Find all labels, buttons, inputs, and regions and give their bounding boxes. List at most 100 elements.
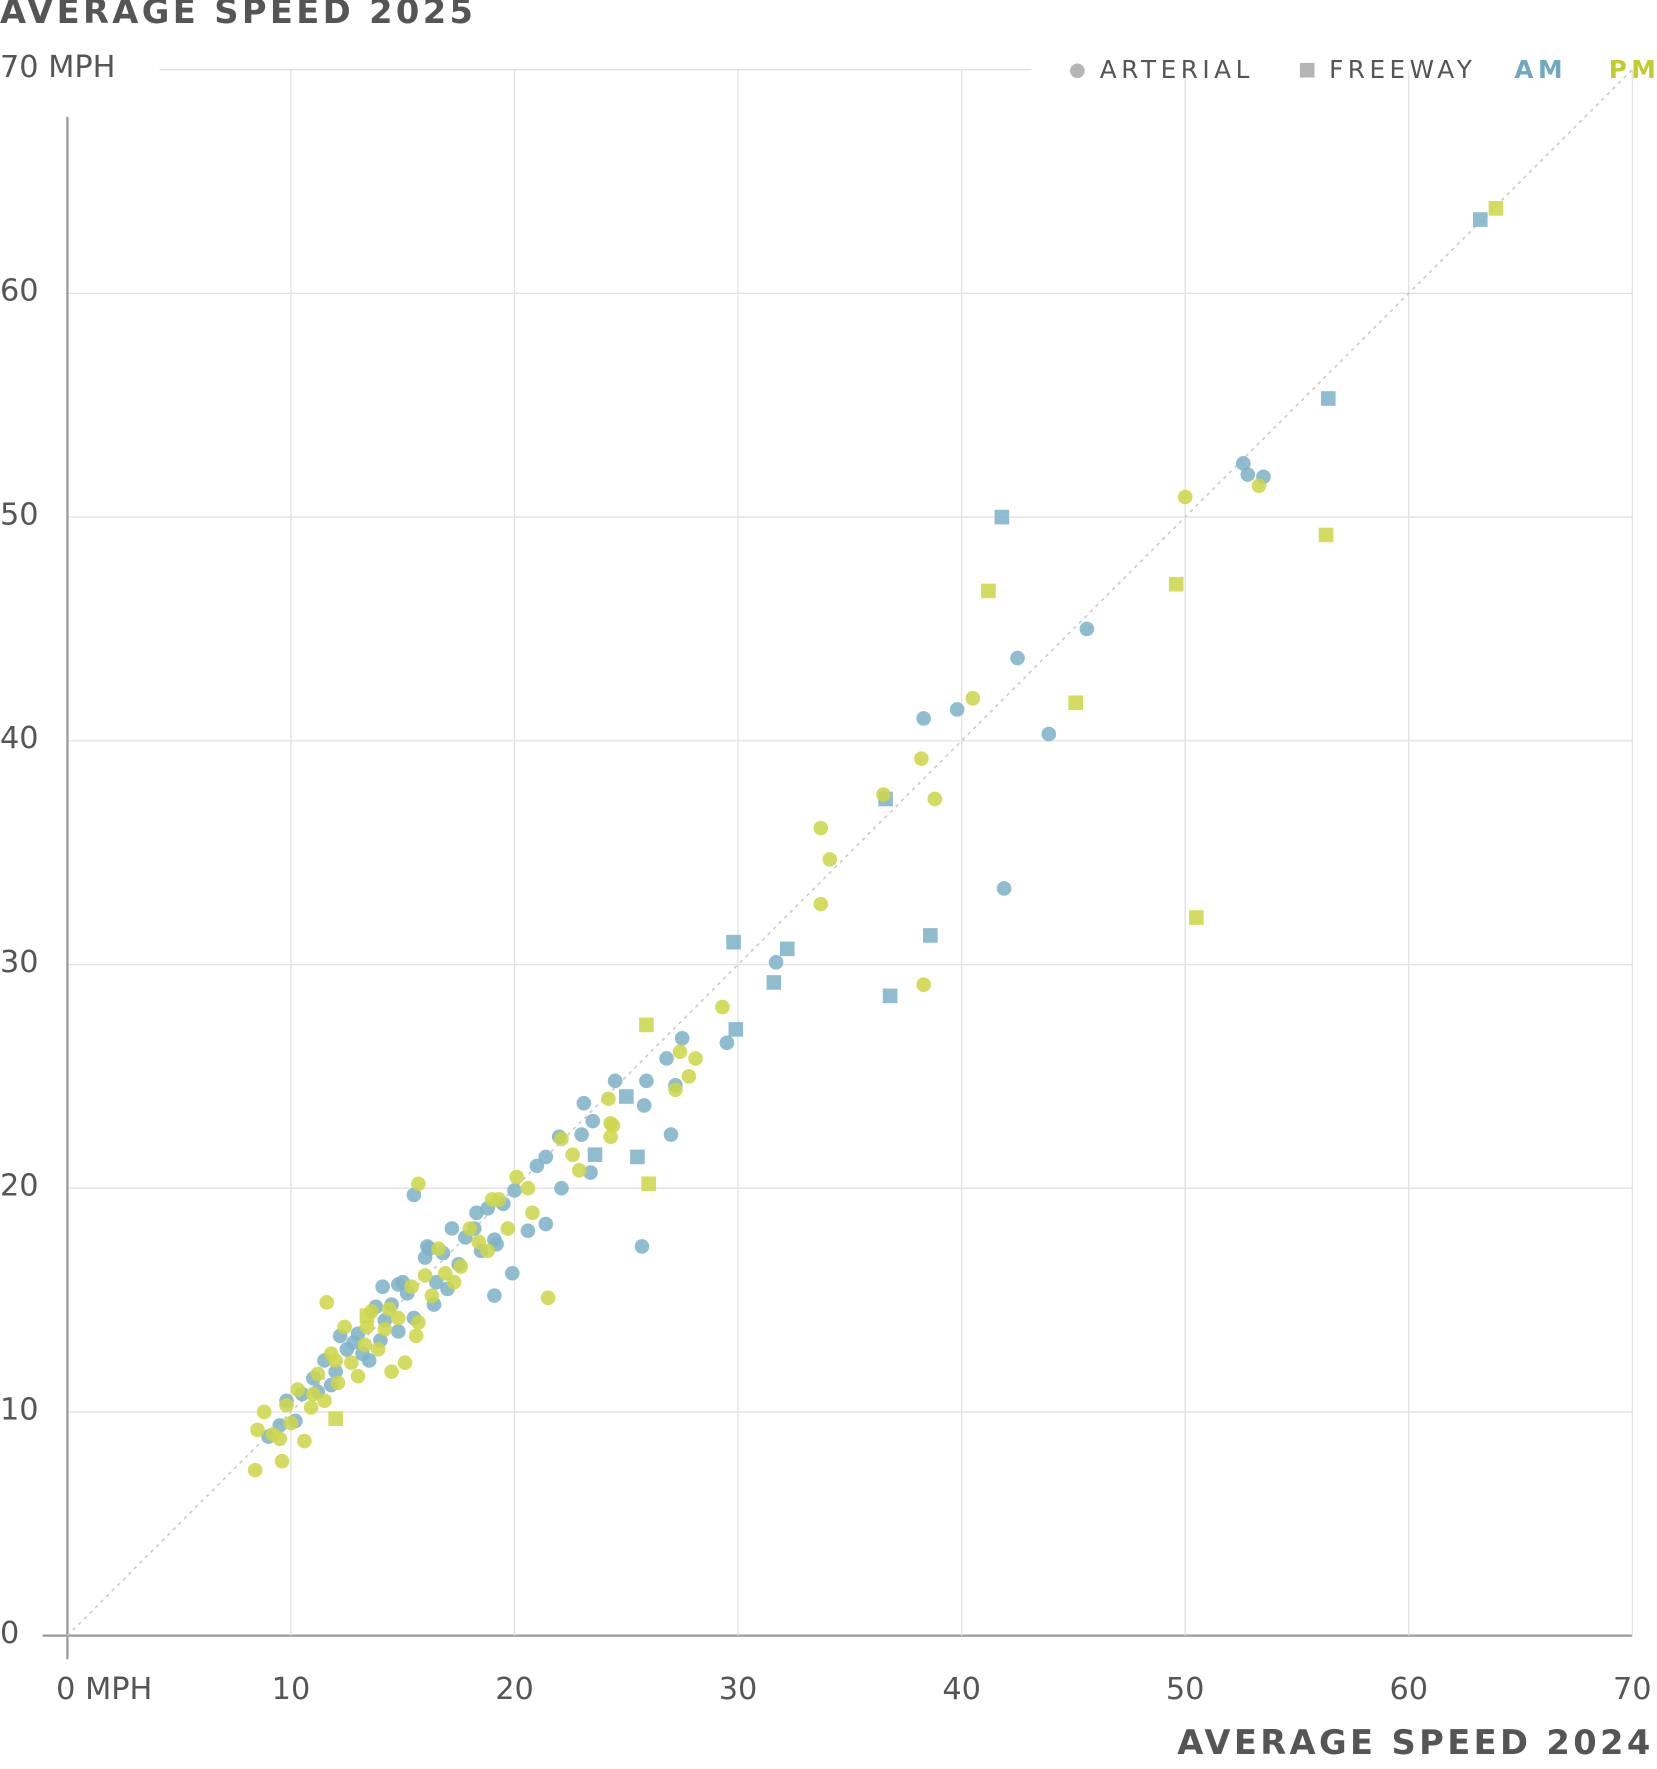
point: [1079, 621, 1095, 637]
point: [256, 1404, 272, 1420]
point: [618, 1089, 634, 1104]
y-tick-label: 60: [0, 274, 39, 309]
point: [554, 1180, 569, 1196]
point: [1041, 726, 1057, 742]
point: [981, 583, 996, 599]
point: [507, 1183, 522, 1198]
point: [585, 1113, 601, 1129]
point: [572, 1163, 587, 1178]
point: [603, 1129, 618, 1145]
x-tick-label: 50: [1166, 1672, 1205, 1707]
point: [382, 1301, 397, 1317]
grid: 0 10 20 30 40 50 60 70 MPH 0 MPH 10 20 30 40 50 60 70: [0, 50, 1652, 1707]
point: [1488, 201, 1504, 216]
point: [634, 1239, 650, 1254]
point: [370, 1342, 386, 1357]
legend-marker: [1299, 62, 1315, 78]
point: [538, 1149, 554, 1165]
point: [500, 1221, 516, 1236]
point: [361, 1353, 377, 1368]
point: [538, 1216, 554, 1232]
point: [375, 1279, 390, 1294]
point: [639, 1017, 654, 1033]
point: [350, 1368, 366, 1384]
legend-label: PM: [1609, 55, 1657, 84]
point: [688, 1051, 703, 1066]
point: [1320, 391, 1336, 406]
point: [813, 896, 829, 912]
point: [1240, 467, 1256, 482]
point: [916, 711, 931, 726]
point: [574, 1127, 589, 1142]
point: [390, 1310, 406, 1326]
point: [471, 1234, 487, 1250]
series: [328, 201, 1504, 1426]
point: [583, 1165, 598, 1180]
point: [996, 881, 1012, 896]
point: [303, 1400, 319, 1415]
point: [404, 1279, 419, 1294]
y-tick-label: 0: [0, 1616, 19, 1651]
y-tick-label: 30: [0, 945, 39, 980]
point: [1168, 576, 1184, 592]
y-tick-label: 40: [0, 721, 39, 756]
point: [923, 928, 938, 943]
point: [397, 1355, 413, 1371]
point: [346, 1335, 361, 1350]
point: [453, 1259, 469, 1274]
series: [587, 212, 1488, 1165]
point: [504, 1265, 520, 1281]
point: [636, 1098, 652, 1113]
point: [768, 954, 784, 970]
point: [949, 702, 965, 717]
point: [520, 1180, 536, 1196]
point: [250, 1422, 265, 1438]
point: [469, 1205, 484, 1221]
point: [1068, 695, 1083, 711]
point: [408, 1328, 424, 1344]
point: [328, 1411, 343, 1426]
series: [261, 456, 1271, 1444]
point: [491, 1192, 507, 1207]
point: [813, 820, 829, 836]
point: [1177, 489, 1193, 505]
x-tick-label: 30: [719, 1672, 758, 1707]
point: [565, 1147, 580, 1162]
point: [437, 1265, 453, 1281]
point: [576, 1095, 592, 1111]
point: [274, 1453, 290, 1469]
point: [876, 787, 891, 802]
point: [390, 1324, 406, 1339]
x-tick-label: 20: [495, 1672, 534, 1707]
point: [417, 1268, 433, 1283]
x-tick-label: 60: [1389, 1672, 1428, 1707]
point: [357, 1337, 373, 1353]
point: [779, 941, 795, 957]
point: [1010, 650, 1025, 666]
point: [279, 1397, 294, 1413]
point: [446, 1274, 462, 1290]
point: [344, 1355, 359, 1371]
point: [882, 988, 898, 1004]
legend-label: ARTERIAL: [1100, 55, 1254, 84]
point: [462, 1221, 478, 1236]
point: [359, 1319, 375, 1335]
point: [668, 1082, 683, 1098]
point: [663, 1127, 679, 1142]
point: [681, 1069, 697, 1084]
point: [297, 1433, 312, 1449]
point: [822, 852, 838, 867]
point: [290, 1382, 305, 1397]
point: [272, 1431, 288, 1447]
point: [411, 1176, 426, 1192]
point: [359, 1308, 375, 1324]
chart-title: AVERAGE SPEED 2025: [0, 0, 476, 31]
x-axis-title: AVERAGE SPEED 2024: [1177, 1723, 1653, 1762]
y-tick-label: 50: [0, 497, 39, 532]
point: [605, 1118, 621, 1133]
point: [719, 1035, 735, 1051]
point: [587, 1147, 603, 1162]
point: [927, 791, 943, 807]
point: [509, 1169, 525, 1185]
